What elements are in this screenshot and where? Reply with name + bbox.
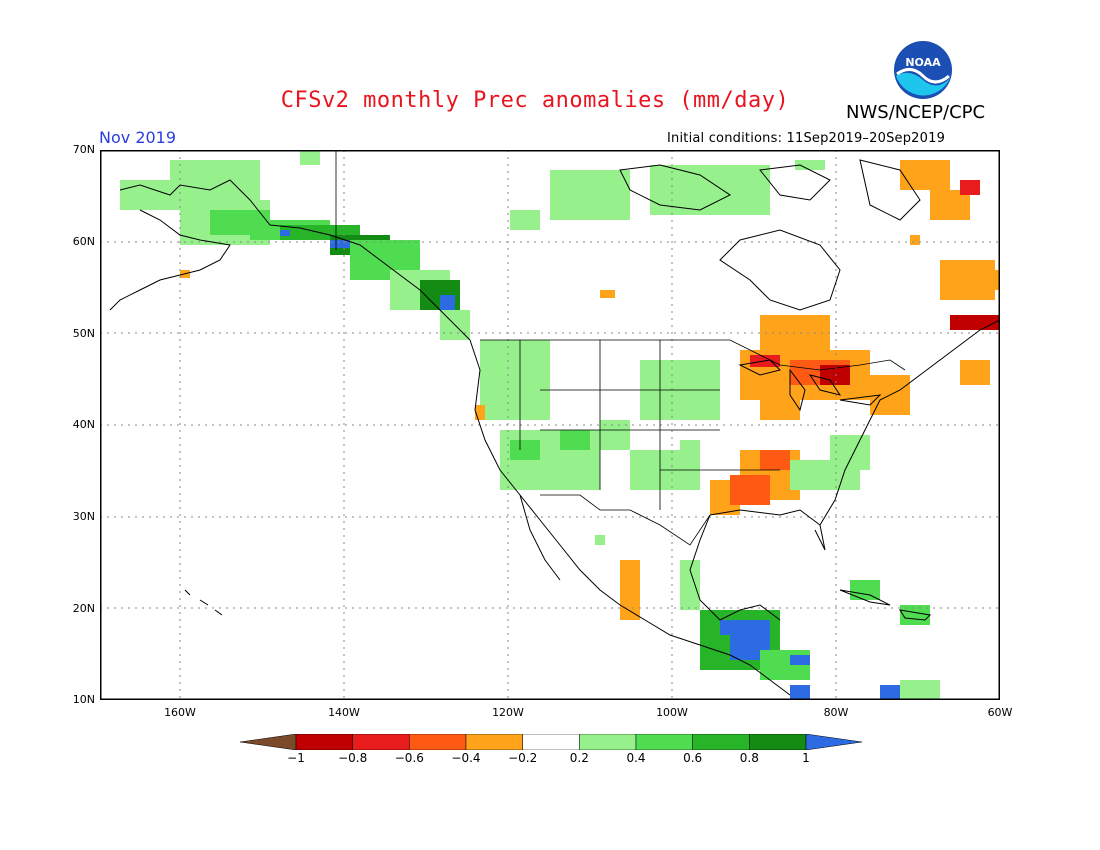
colorbar-tick-label: 0.4 bbox=[626, 751, 646, 765]
colorbar-segment bbox=[522, 733, 580, 751]
noaa-logo-icon: NOAA bbox=[894, 41, 952, 99]
colorbar-lowest-triangle bbox=[239, 733, 297, 751]
colorbar-tick-label: −0.4 bbox=[451, 751, 481, 765]
noaa-logo: NOAA bbox=[893, 40, 953, 100]
lat-label-10n: 10N bbox=[72, 693, 95, 706]
map-svg bbox=[99, 149, 1001, 701]
colorbar-tick-label: 0.2 bbox=[569, 751, 589, 765]
map-frame bbox=[99, 149, 1001, 701]
colorbar-segment bbox=[295, 733, 353, 751]
colorbar-segment bbox=[352, 733, 410, 751]
lat-label-70n: 70N bbox=[72, 143, 95, 156]
colorbar-segment bbox=[635, 733, 693, 751]
lon-label-160w: 160W bbox=[164, 706, 196, 719]
colorbar-tick-label: −0.8 bbox=[338, 751, 368, 765]
lat-label-30n: 30N bbox=[72, 510, 95, 523]
lat-label-60n: 60N bbox=[72, 235, 95, 248]
graticule bbox=[100, 150, 1000, 700]
colorbar-segment bbox=[579, 733, 637, 751]
colorbar bbox=[239, 733, 863, 751]
forecast-period: Nov 2019 bbox=[99, 128, 177, 147]
colorbar-tick-label: 0.6 bbox=[683, 751, 703, 765]
colorbar-svg bbox=[239, 733, 863, 751]
lat-label-20n: 20N bbox=[72, 602, 95, 615]
colorbar-highest-triangle bbox=[805, 733, 863, 751]
agency-label: NWS/NCEP/CPC bbox=[846, 102, 986, 123]
colorbar-tick-label: 0.8 bbox=[739, 751, 759, 765]
coastlines bbox=[109, 159, 1001, 696]
lat-label-50n: 50N bbox=[72, 327, 95, 340]
initial-conditions: Initial conditions: 11Sep2019–20Sep2019 bbox=[667, 131, 946, 146]
precip-anomaly-map bbox=[99, 149, 1001, 701]
lon-label-60w: 60W bbox=[987, 706, 1013, 719]
colorbar-tick-label: −0.6 bbox=[394, 751, 424, 765]
lon-label-80w: 80W bbox=[823, 706, 849, 719]
logo-text: NOAA bbox=[905, 56, 941, 69]
lon-label-120w: 120W bbox=[492, 706, 524, 719]
colorbar-segment bbox=[692, 733, 750, 751]
chart-title: CFSv2 monthly Prec anomalies (mm/day) bbox=[280, 88, 790, 113]
colorbar-segment bbox=[749, 733, 807, 751]
lon-label-100w: 100W bbox=[656, 706, 688, 719]
colorbar-segment bbox=[465, 733, 523, 751]
lon-label-140w: 140W bbox=[328, 706, 360, 719]
lat-label-40n: 40N bbox=[72, 418, 95, 431]
colorbar-tick-label: −1 bbox=[287, 751, 305, 765]
colorbar-tick-label: 1 bbox=[802, 751, 810, 765]
colorbar-tick-label: −0.2 bbox=[508, 751, 538, 765]
political-boundaries bbox=[335, 150, 906, 546]
colorbar-segment bbox=[409, 733, 467, 751]
